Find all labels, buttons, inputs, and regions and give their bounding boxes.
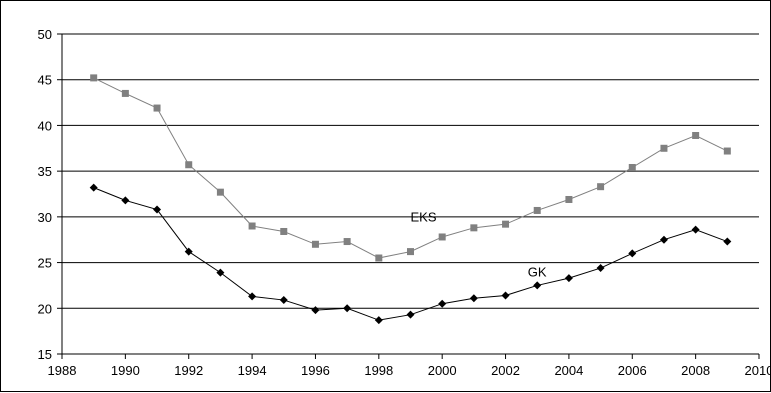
data-point-gk: [628, 249, 637, 258]
y-tick-label: 30: [38, 210, 52, 225]
data-point-gk: [343, 304, 352, 313]
tick-labels: 15 20 25 30 35 40 45 50 1988 1990 1992 1994 1996 1998…: [38, 27, 771, 378]
y-tick-label: 20: [38, 301, 52, 316]
x-tick-label: 2002: [491, 363, 520, 378]
data-point-eks: [628, 163, 636, 171]
data-point-gk: [89, 183, 98, 192]
data-point-gk: [248, 292, 257, 301]
x-tick-label: 1996: [301, 363, 330, 378]
data-point-gk: [374, 316, 383, 325]
y-tick-label: 35: [38, 164, 52, 179]
data-point-eks: [121, 89, 129, 97]
data-point-eks: [565, 195, 573, 203]
x-tick-label: 2006: [618, 363, 647, 378]
data-point-eks: [692, 131, 700, 139]
data-point-gk: [596, 264, 605, 273]
y-tick-label: 45: [38, 73, 52, 88]
data-point-eks: [438, 233, 446, 241]
series-layer: [89, 74, 732, 325]
data-point-eks: [533, 206, 541, 214]
axes: [57, 33, 760, 359]
data-point-eks: [343, 238, 351, 246]
y-tick-label: 50: [38, 27, 52, 42]
x-tick-label: 1992: [174, 363, 203, 378]
data-point-eks: [311, 240, 319, 248]
series-gk: [89, 183, 732, 325]
data-point-eks: [407, 248, 414, 256]
data-point-eks: [470, 224, 478, 232]
data-point-gk: [469, 294, 478, 303]
data-point-gk: [501, 291, 510, 300]
x-tick-label: 2008: [681, 363, 710, 378]
data-point-gk: [311, 306, 320, 315]
x-tick-label: 2004: [554, 363, 583, 378]
data-point-eks: [660, 144, 668, 152]
x-tick-label: 1994: [238, 363, 267, 378]
data-point-gk: [279, 296, 288, 305]
y-tick-label: 15: [38, 347, 52, 362]
data-point-gk: [153, 205, 162, 214]
x-tick-label: 2000: [428, 363, 457, 378]
series-eks: [90, 74, 731, 262]
data-point-eks: [248, 222, 256, 230]
series-label-gk: GK: [528, 264, 547, 279]
data-point-eks: [597, 183, 605, 191]
data-point-gk: [184, 247, 193, 256]
data-point-eks: [375, 254, 383, 262]
data-point-gk: [438, 299, 447, 308]
data-point-gk: [723, 237, 732, 246]
y-tick-label: 40: [38, 118, 52, 133]
data-point-gk: [121, 196, 130, 205]
data-point-gk: [216, 268, 225, 277]
series-labels: EKS GK: [411, 209, 547, 279]
data-point-gk: [659, 235, 668, 244]
data-point-gk: [406, 310, 415, 319]
x-tick-label: 1990: [111, 363, 140, 378]
data-point-gk: [564, 274, 573, 283]
series-label-eks: EKS: [411, 209, 437, 224]
x-tick-label: 2010: [745, 363, 771, 378]
y-tick-label: 25: [38, 256, 52, 271]
data-point-eks: [502, 220, 510, 228]
data-point-eks: [723, 147, 731, 155]
x-tick-label: 1988: [48, 363, 77, 378]
data-point-eks: [280, 227, 288, 235]
data-point-gk: [533, 281, 542, 290]
data-point-eks: [185, 161, 193, 169]
x-tick-label: 1998: [364, 363, 393, 378]
data-point-eks: [90, 74, 98, 82]
gridlines: [62, 33, 759, 309]
data-point-eks: [153, 104, 161, 112]
data-point-gk: [691, 225, 700, 234]
data-point-eks: [216, 188, 224, 196]
